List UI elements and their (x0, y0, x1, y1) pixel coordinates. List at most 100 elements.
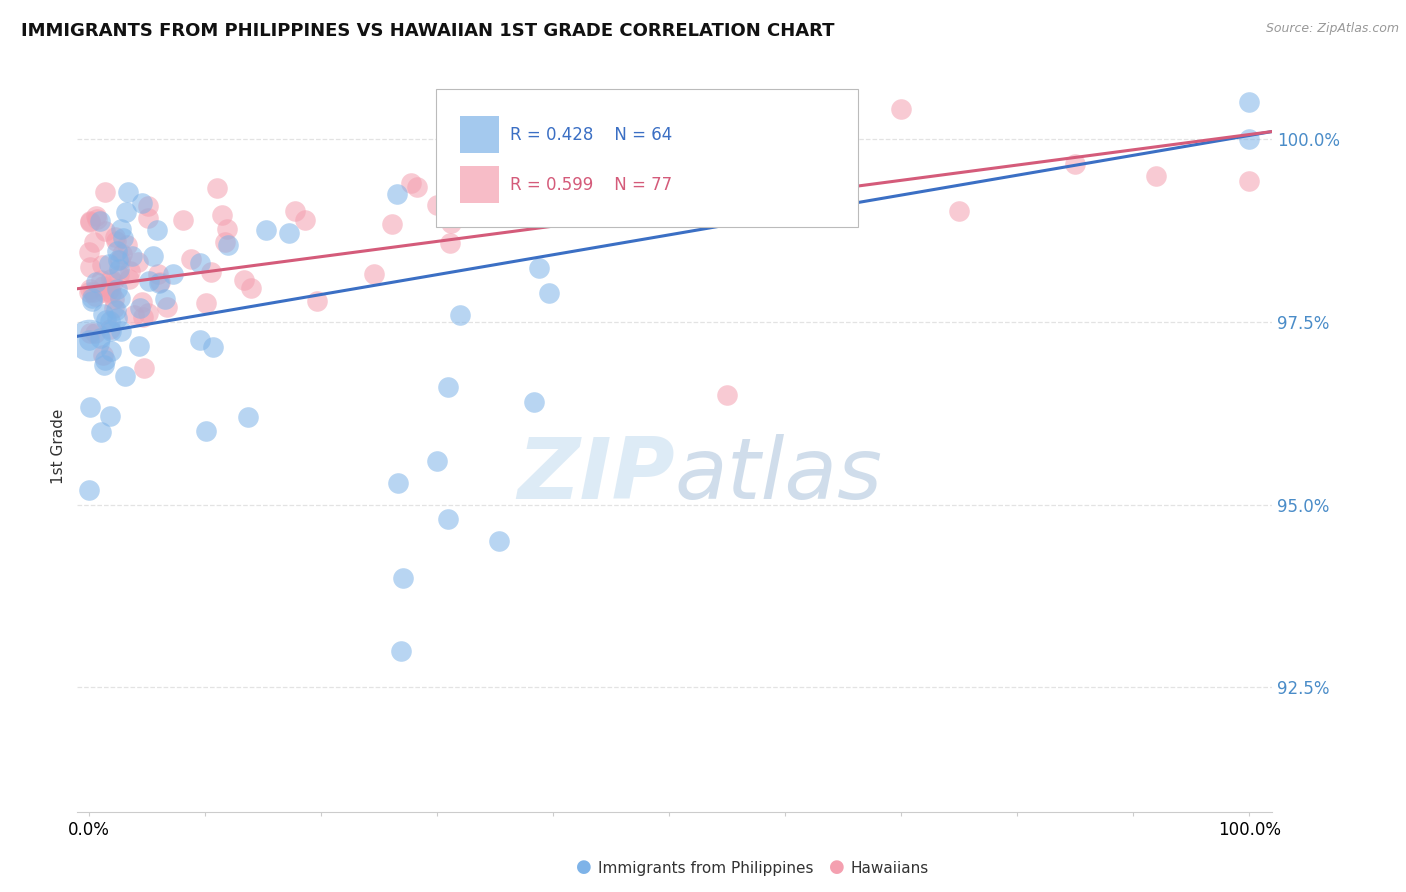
Point (136, 199, 159, 213)
Point (127, 255, 149, 269)
Point (363, 267, 385, 281)
Point (523, 395, 546, 409)
Point (149, 275, 172, 289)
Point (110, 247, 132, 261)
Point (110, 324, 132, 338)
Text: R = 0.428    N = 64: R = 0.428 N = 64 (510, 126, 672, 144)
Point (387, 475, 409, 490)
Point (98, 314, 121, 328)
Point (89, 331, 111, 345)
Point (79, 400, 101, 414)
Point (83, 235, 105, 249)
Point (1064, 157, 1087, 171)
Point (172, 213, 194, 227)
Point (406, 180, 429, 194)
Point (77, 285, 100, 300)
Point (890, 103, 912, 117)
Point (107, 252, 129, 267)
Point (100, 409, 122, 423)
Text: Hawaiians: Hawaiians (851, 861, 929, 876)
Point (614, 195, 637, 210)
Point (96, 312, 118, 326)
Point (439, 235, 461, 250)
Point (233, 273, 256, 287)
Point (77, 333, 100, 347)
Point (153, 292, 176, 306)
Point (392, 571, 415, 585)
Point (82, 291, 104, 305)
Text: ZIP: ZIP (517, 434, 675, 516)
Point (217, 237, 239, 252)
Point (180, 252, 202, 266)
Point (194, 425, 217, 439)
Point (162, 267, 184, 281)
Point (205, 181, 228, 195)
Point (307, 293, 329, 308)
Point (426, 198, 449, 212)
Point (93, 285, 115, 299)
Point (202, 339, 225, 353)
Point (211, 208, 233, 222)
Point (117, 186, 139, 200)
Point (89, 214, 111, 228)
Point (108, 253, 131, 268)
Point (104, 230, 127, 244)
Point (217, 222, 239, 236)
Point (84, 289, 107, 303)
Text: Source: ZipAtlas.com: Source: ZipAtlas.com (1265, 22, 1399, 36)
Point (236, 409, 259, 424)
Point (105, 311, 128, 326)
Point (148, 276, 170, 290)
Point (115, 237, 138, 252)
Point (454, 180, 477, 194)
Point (108, 261, 131, 276)
Point (1237, 95, 1260, 110)
Point (716, 388, 738, 402)
Point (128, 339, 150, 353)
Point (84, 275, 107, 289)
Point (195, 296, 218, 310)
Point (1237, 132, 1260, 146)
Point (284, 203, 307, 218)
Point (240, 281, 263, 295)
Point (77, 333, 100, 347)
Point (118, 272, 141, 286)
Point (103, 301, 125, 315)
Point (131, 196, 153, 211)
Point (83, 326, 105, 341)
Point (79, 214, 101, 228)
Point (94, 224, 117, 238)
Point (121, 248, 143, 262)
Point (188, 255, 211, 269)
Point (426, 453, 449, 467)
Y-axis label: 1st Grade: 1st Grade (51, 409, 66, 483)
Point (112, 231, 135, 245)
Point (104, 303, 127, 318)
Point (110, 222, 132, 236)
Point (90, 273, 112, 287)
Point (294, 212, 316, 227)
Text: atlas: atlas (675, 434, 883, 516)
Text: R = 0.599    N = 77: R = 0.599 N = 77 (510, 176, 672, 194)
Point (93, 353, 115, 368)
Point (527, 260, 550, 275)
Point (94, 185, 117, 199)
Point (138, 274, 160, 288)
Point (122, 308, 145, 322)
Point (385, 187, 408, 202)
Point (79, 260, 101, 275)
Point (136, 211, 159, 225)
Point (93, 348, 115, 362)
Point (214, 235, 236, 250)
Point (449, 308, 471, 322)
Point (948, 204, 970, 219)
Point (79, 326, 101, 341)
Point (440, 216, 463, 230)
Point (82, 293, 104, 308)
Point (97, 284, 120, 298)
Point (1144, 169, 1167, 183)
Point (488, 534, 510, 549)
Point (557, 206, 579, 220)
Point (136, 306, 159, 320)
Point (100, 285, 122, 300)
